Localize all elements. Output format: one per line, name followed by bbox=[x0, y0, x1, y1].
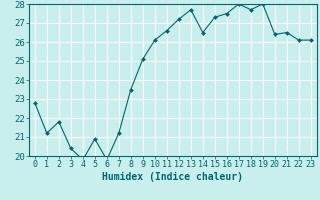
X-axis label: Humidex (Indice chaleur): Humidex (Indice chaleur) bbox=[102, 172, 243, 182]
